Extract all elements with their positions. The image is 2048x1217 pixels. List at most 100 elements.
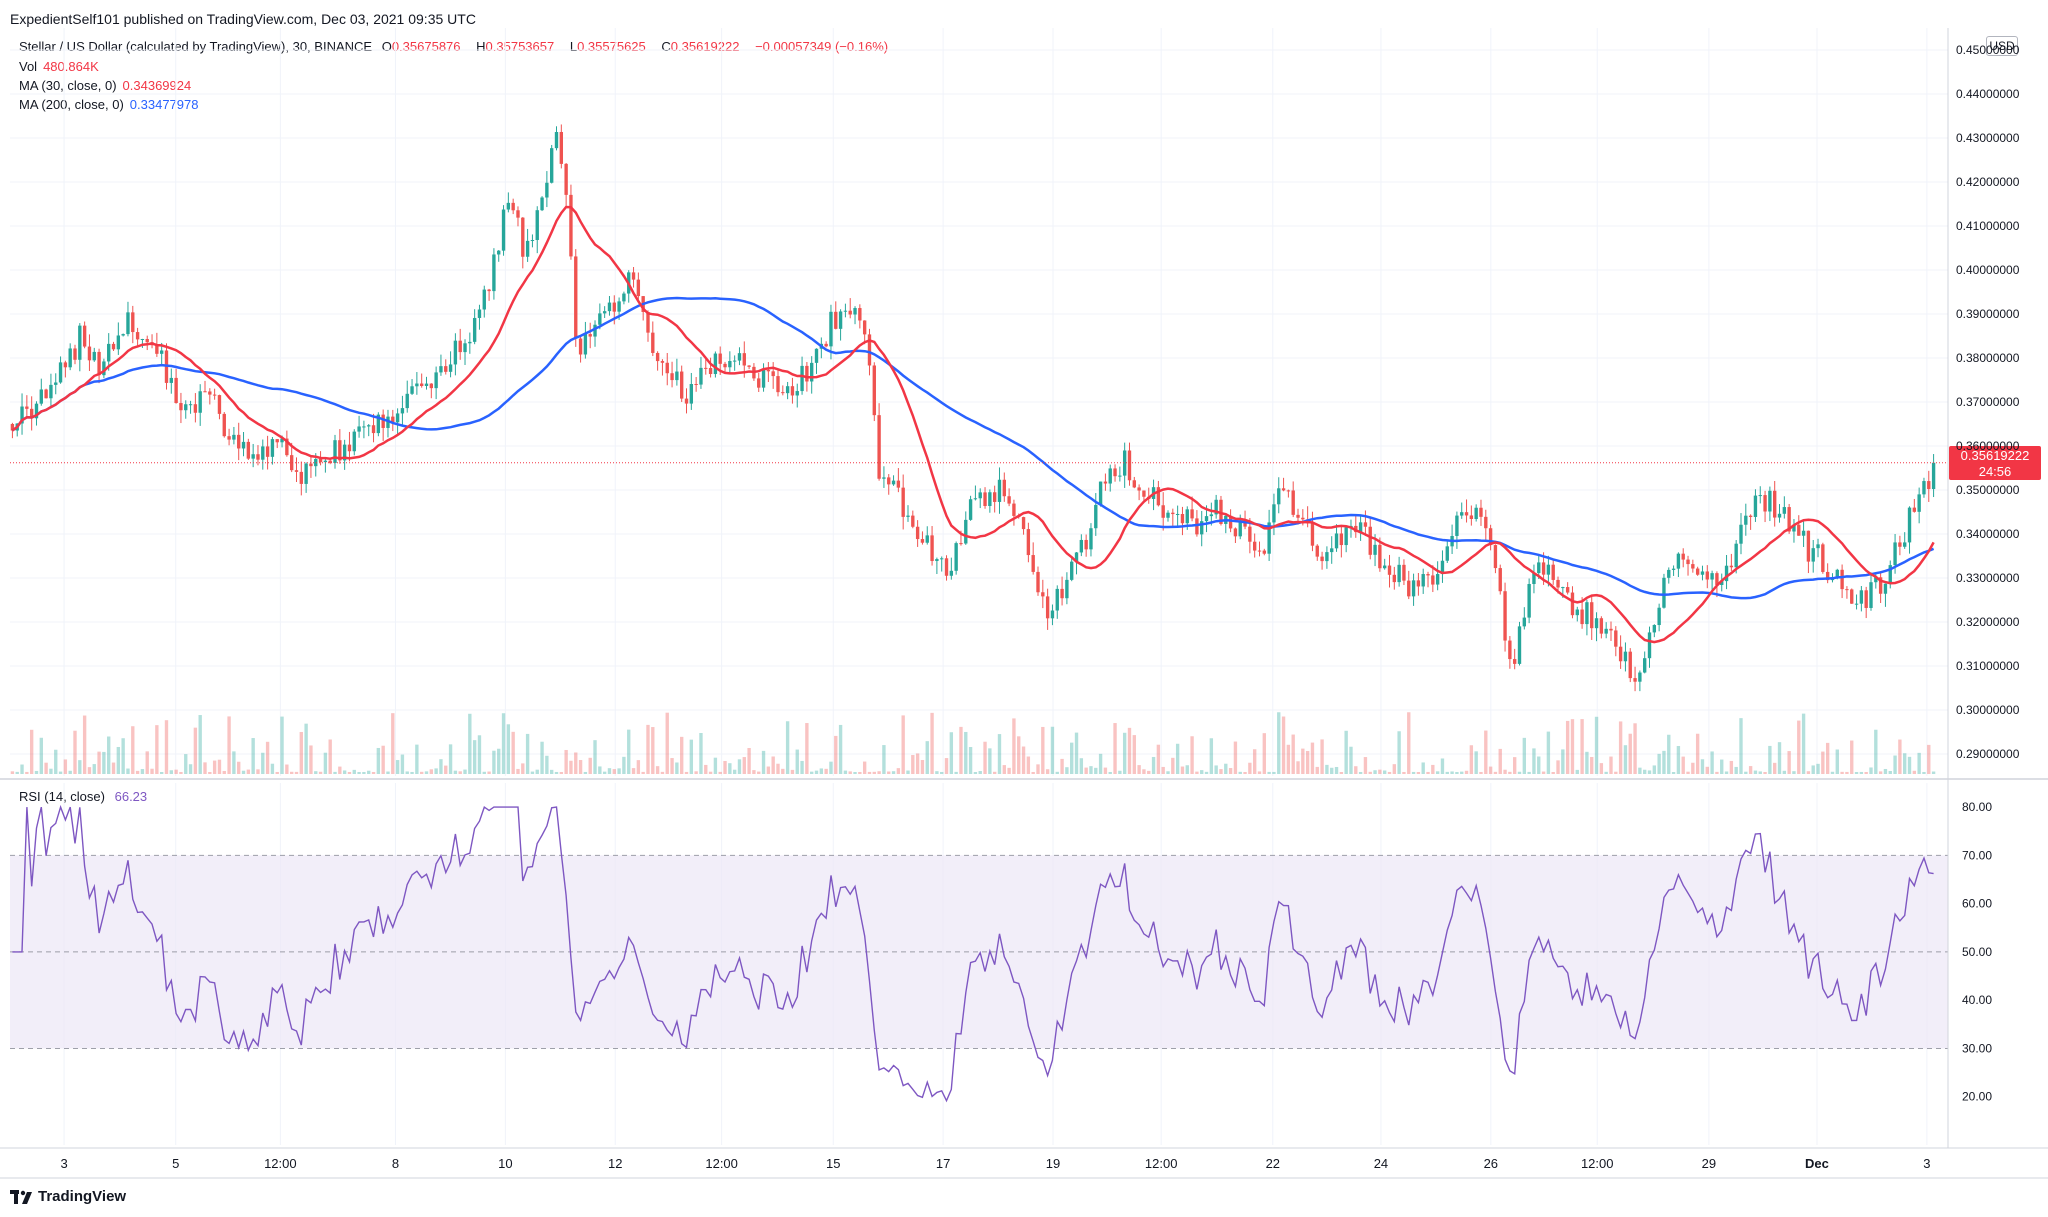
candle-body xyxy=(131,312,135,333)
candle-body xyxy=(1084,539,1088,550)
candle-body xyxy=(222,413,226,437)
candle-body xyxy=(891,480,896,485)
candle-body xyxy=(1464,512,1469,516)
volume-bar xyxy=(1878,771,1883,774)
candle-body xyxy=(1604,628,1608,634)
candle-body xyxy=(121,334,125,336)
volume-bar xyxy=(1224,763,1228,774)
candle-body xyxy=(39,389,43,404)
volume-bar xyxy=(1748,766,1753,774)
candle-body xyxy=(1122,450,1127,476)
volume-bar xyxy=(1330,767,1334,774)
volume-bar xyxy=(959,726,963,774)
volume-bar xyxy=(256,769,260,774)
volume-bar xyxy=(1541,771,1546,774)
price-tick-label: 0.44000000 xyxy=(1956,87,2020,101)
candle-body xyxy=(935,559,939,562)
candle-body xyxy=(1753,495,1758,517)
volume-bar xyxy=(1840,771,1844,774)
volume-bar xyxy=(140,769,145,774)
volume-bar xyxy=(1344,730,1348,774)
volume-bar xyxy=(1190,736,1194,774)
volume-bar xyxy=(1787,751,1791,774)
candle-body xyxy=(107,343,111,362)
candle-body xyxy=(1310,523,1315,546)
volume-bar xyxy=(1354,766,1358,774)
volume-bar xyxy=(1575,769,1579,774)
volume-bar xyxy=(131,726,135,774)
candle-body xyxy=(1132,480,1136,488)
volume-bar xyxy=(1883,768,1888,774)
candle-body xyxy=(742,353,746,366)
candle-body xyxy=(824,343,828,347)
volume-bar xyxy=(1209,738,1214,774)
candle-body xyxy=(299,471,303,484)
volume-bar xyxy=(376,747,381,774)
candle-body xyxy=(771,371,775,377)
rsi-axis[interactable]: 80.00 70.00 60.00 50.00 40.00 30.00 20.00 xyxy=(1962,800,1992,1104)
volume-bar xyxy=(535,769,539,774)
volume-bar xyxy=(742,757,746,774)
volume-bar xyxy=(477,735,482,774)
time-axis[interactable]: 3 5 12:00 8 10 12 12:00 15 17 19 12:00 22 24 26 12:00 2… xyxy=(60,1156,1930,1171)
candle-body xyxy=(1195,518,1199,535)
volume-bar xyxy=(1450,771,1454,774)
volume-bar xyxy=(49,768,53,774)
candle-body xyxy=(1238,520,1242,537)
candle-body xyxy=(1301,517,1305,520)
candle-body xyxy=(1392,574,1396,583)
candle-body xyxy=(1623,651,1628,662)
candle-body xyxy=(1045,596,1050,619)
candle-body xyxy=(68,348,72,368)
volume-bar xyxy=(1830,771,1835,774)
time-tick-label: 17 xyxy=(936,1156,950,1171)
volume-bar xyxy=(294,771,299,774)
volume-bar xyxy=(237,761,241,774)
volume-bar xyxy=(747,748,751,774)
volume-bar xyxy=(381,745,385,774)
candle-body xyxy=(188,404,193,406)
candle-body xyxy=(848,310,852,315)
candle-body xyxy=(1801,530,1806,536)
candle-body xyxy=(1387,565,1392,575)
candle-body xyxy=(867,334,872,366)
candle-body xyxy=(395,413,400,423)
volume-bar xyxy=(1238,771,1242,774)
candle-body xyxy=(367,425,371,427)
volume-bar xyxy=(901,715,905,774)
volume-bar xyxy=(92,764,96,774)
candle-body xyxy=(1609,628,1613,631)
price-axis[interactable]: 0.45000000 0.44000000 0.43000000 0.42000000… xyxy=(1956,43,2020,761)
time-tick-label: 5 xyxy=(172,1156,179,1171)
volume-bar xyxy=(1825,742,1830,774)
candle-body xyxy=(1498,568,1502,592)
volume-bar xyxy=(848,771,852,774)
candle-body xyxy=(646,311,650,333)
volume-bar xyxy=(1315,766,1319,774)
volume-bar xyxy=(781,768,785,774)
volume-bar xyxy=(978,771,982,774)
volume-bar xyxy=(434,768,438,774)
candle-body xyxy=(853,308,857,315)
volume-bar xyxy=(10,771,15,774)
candle-body xyxy=(1021,517,1026,530)
volume-value: 480.864K xyxy=(43,59,99,74)
volume-bar xyxy=(694,771,698,774)
volume-bar xyxy=(578,760,583,774)
volume-bar xyxy=(20,764,24,774)
time-tick-label: 26 xyxy=(1484,1156,1498,1171)
currency-button[interactable]: USD xyxy=(1986,36,2018,56)
candle-body xyxy=(1517,626,1522,664)
volume-bar xyxy=(1407,712,1411,774)
volume-bar xyxy=(992,771,997,774)
volume-bar xyxy=(988,748,992,774)
tradingview-footer[interactable]: TradingView xyxy=(10,1188,126,1205)
candle-body xyxy=(1262,550,1266,554)
candle-body xyxy=(1532,573,1536,585)
candle-body xyxy=(1330,548,1334,553)
candle-body xyxy=(405,393,409,409)
volume-bar xyxy=(785,721,790,774)
volume-bar xyxy=(540,741,544,774)
candle-body xyxy=(208,391,212,395)
